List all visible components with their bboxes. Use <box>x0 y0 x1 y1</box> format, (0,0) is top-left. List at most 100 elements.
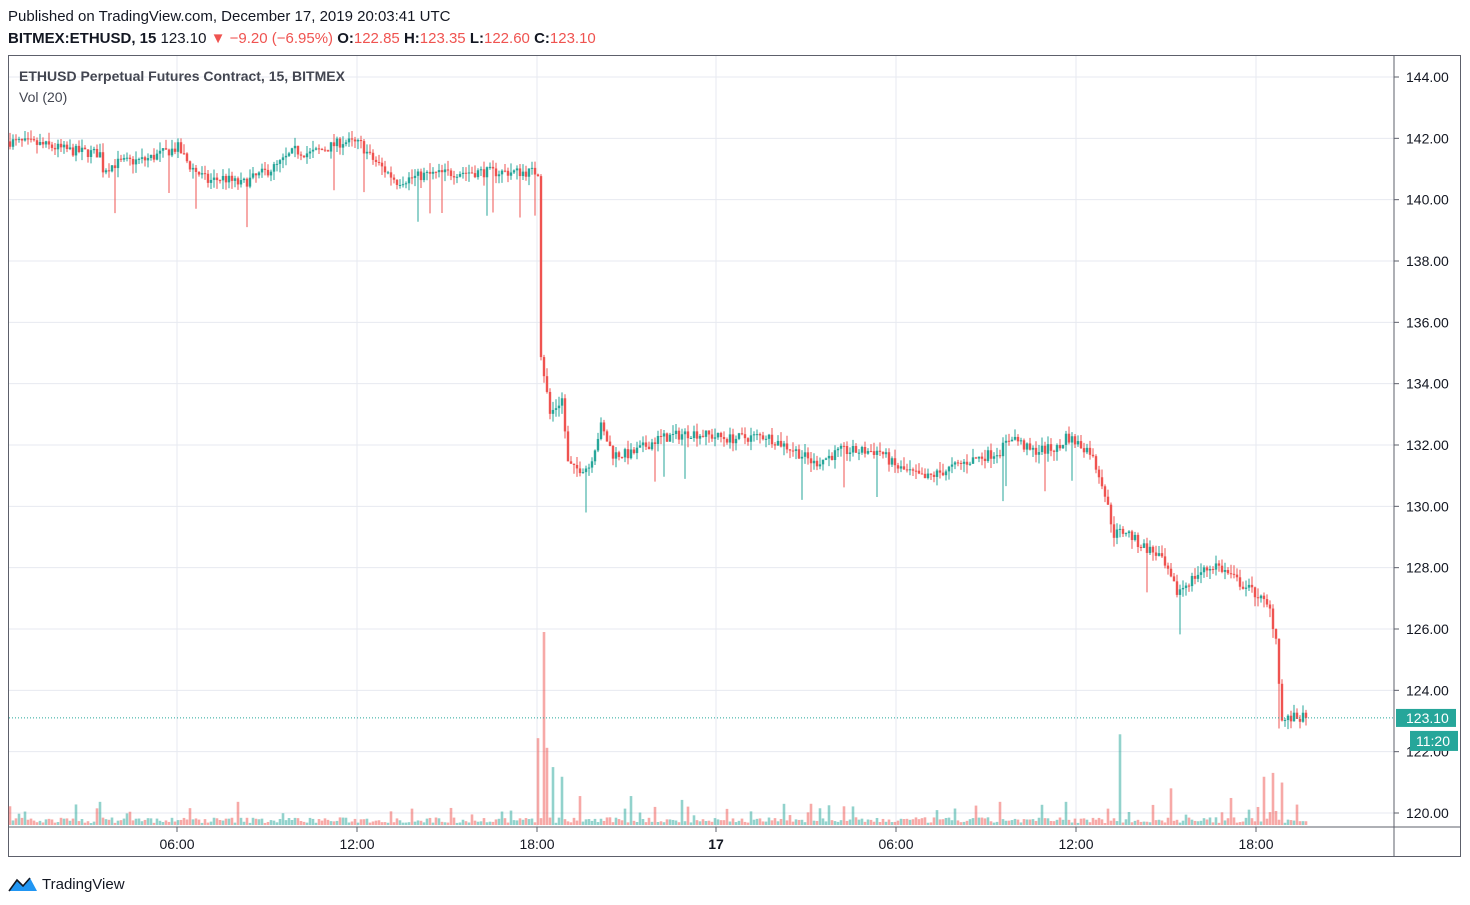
candle-body <box>257 172 261 176</box>
volume-bar <box>1223 820 1227 825</box>
candle-body <box>980 456 984 459</box>
volume-bar <box>719 820 723 825</box>
candle-body <box>518 168 522 177</box>
candle-body <box>263 168 267 170</box>
candle-body <box>905 469 909 471</box>
candle-body <box>1016 436 1020 442</box>
candle-body <box>866 451 870 454</box>
candle-body <box>971 457 975 464</box>
candle-body <box>710 434 714 439</box>
candle-body <box>1217 563 1221 566</box>
candle-body <box>1130 531 1134 541</box>
candle-body <box>965 461 969 465</box>
candle-body <box>266 169 270 176</box>
candle-body <box>746 438 750 442</box>
time-tick-label: 06:00 <box>878 836 913 852</box>
volume-bar <box>506 822 510 825</box>
volume-bar <box>212 817 216 825</box>
volume-bar <box>968 819 972 825</box>
candle-body <box>479 169 483 171</box>
volume-bar <box>1142 821 1146 825</box>
candle-body <box>458 174 462 177</box>
volume-bar <box>962 821 966 825</box>
candle-body <box>785 443 789 450</box>
volume-bar <box>947 817 951 825</box>
candle-body <box>467 172 471 174</box>
candle-body <box>1124 533 1128 535</box>
volume-bar <box>1160 820 1164 825</box>
volume-legend[interactable]: Vol (20) <box>19 89 68 105</box>
volume-bar <box>1205 819 1209 825</box>
volume-bar <box>503 818 507 825</box>
volume-bar <box>1058 817 1062 825</box>
candle-body <box>761 435 765 440</box>
volume-bar <box>782 803 786 825</box>
volume-bar <box>185 819 189 825</box>
legend-title[interactable]: ETHUSD Perpetual Futures Contract, 15, B… <box>19 68 345 84</box>
candle-body <box>1133 534 1137 541</box>
volume-bar <box>44 819 48 825</box>
candle-body <box>749 435 753 442</box>
candle-body <box>644 442 648 447</box>
volume-bar <box>659 821 663 825</box>
volume-bar <box>1151 804 1155 825</box>
candle-body <box>1049 444 1053 451</box>
volume-bar <box>20 817 24 825</box>
last-price-marker <box>1396 708 1456 727</box>
candle-body <box>734 438 738 444</box>
candle-body <box>995 455 999 457</box>
candle-body <box>314 148 318 150</box>
candle-body <box>1283 720 1287 722</box>
volume-bar <box>704 821 708 825</box>
volume-bar <box>314 822 318 825</box>
candle-body <box>935 470 939 477</box>
candle-body <box>425 171 429 173</box>
candle-body <box>65 144 69 150</box>
volume-bar <box>299 820 303 825</box>
volume-bar <box>1040 804 1044 825</box>
volume-bar <box>362 819 366 825</box>
candle-body <box>434 171 438 173</box>
candle-body <box>449 170 453 177</box>
candle-body <box>1229 573 1233 575</box>
open-value: 122.85 <box>353 30 400 47</box>
candle-body <box>692 431 696 439</box>
candle-body <box>878 450 882 452</box>
volume-bar <box>395 818 399 825</box>
volume-bar <box>404 822 408 825</box>
volume-bar <box>647 817 651 825</box>
symbol-label[interactable]: BITMEX:ETHUSD, 15 <box>8 30 157 47</box>
volume-bar <box>1130 822 1134 825</box>
candle-body <box>740 433 744 435</box>
published-line: Published on TradingView.com, December 1… <box>8 8 451 25</box>
volume-bar <box>872 821 876 825</box>
volume-bar <box>1214 817 1218 825</box>
candle-body <box>680 434 684 440</box>
candle-body <box>239 180 243 185</box>
candle-body <box>293 145 297 149</box>
volume-bar <box>1286 819 1290 825</box>
candle-body <box>671 434 675 436</box>
candle-body <box>674 430 678 435</box>
candle-body <box>1121 528 1125 534</box>
volume-bar <box>1217 822 1221 825</box>
candle-body <box>914 470 918 472</box>
volume-bar <box>1139 821 1143 825</box>
time-tick-label: 12:00 <box>339 836 374 852</box>
candle-body <box>245 178 249 187</box>
volume-bar <box>1301 821 1305 825</box>
candle-body <box>1181 587 1185 590</box>
candle-body <box>221 175 225 181</box>
candle-body <box>803 452 807 457</box>
volume-bar <box>1256 806 1260 825</box>
volume-bar <box>830 820 834 825</box>
close-value: 123.10 <box>549 30 596 47</box>
volume-bar <box>1055 819 1059 825</box>
volume-bar <box>1046 818 1050 825</box>
candle-body <box>92 148 96 151</box>
time-tick-label: 18:00 <box>1238 836 1273 852</box>
price-tick-label: 132.00 <box>1406 437 1449 453</box>
candle-body <box>209 179 213 183</box>
chart-frame[interactable] <box>8 55 1461 857</box>
